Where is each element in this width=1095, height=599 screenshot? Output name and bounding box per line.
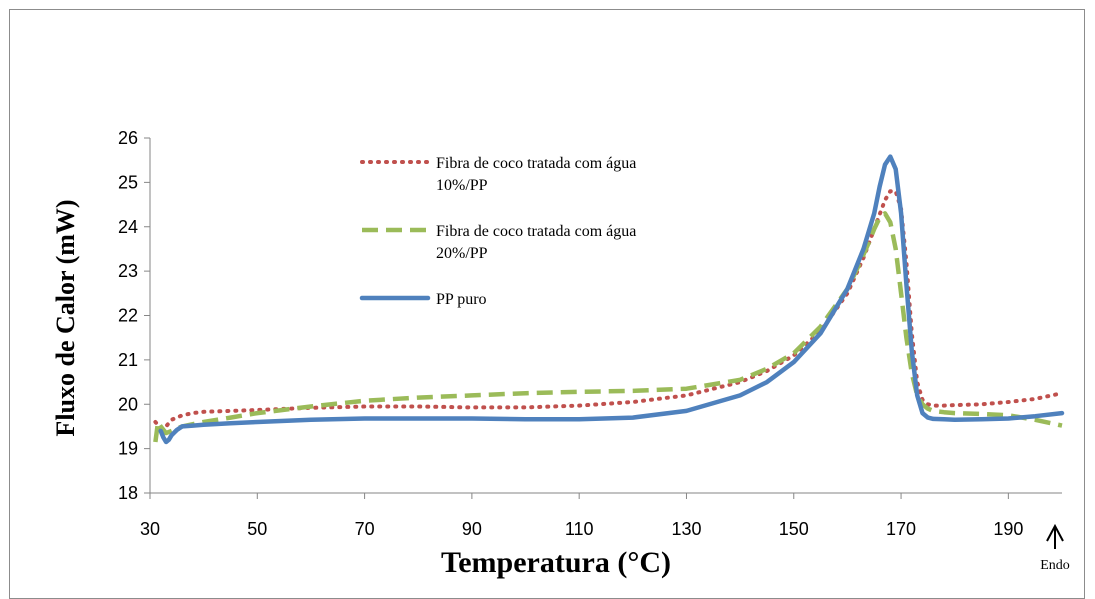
x-tick-label: 110 — [565, 519, 594, 539]
y-tick-label: 24 — [118, 217, 138, 237]
chart-frame — [9, 9, 1085, 599]
y-tick-label: 21 — [118, 350, 138, 370]
legend-label-2: 20%/PP — [436, 245, 488, 262]
endo-arrow-icon — [1046, 523, 1064, 549]
endo-annotation: Endo — [1040, 523, 1070, 573]
x-tick-label: 170 — [886, 519, 916, 539]
x-tick-label: 30 — [140, 519, 160, 539]
legend-label-1: Fibra de coco tratada com água — [436, 155, 636, 172]
legend-label-2: Fibra de coco tratada com água — [436, 223, 636, 240]
legend-label-1: 10%/PP — [436, 177, 488, 194]
x-tick-label: 90 — [462, 519, 482, 539]
y-axis-title: Fluxo de Calor (mW) — [51, 199, 80, 436]
x-ticks: 30 50 70 90 110 130 150 170 190 — [140, 493, 1023, 539]
y-tick-label: 19 — [118, 439, 138, 459]
y-tick-label: 23 — [118, 261, 138, 281]
series-line-1 — [153, 189, 1064, 431]
axes — [149, 138, 1062, 494]
y-ticks: 18 19 20 21 22 23 24 25 26 — [118, 128, 150, 503]
y-tick-label: 25 — [118, 172, 138, 192]
x-tick-label: 70 — [355, 519, 375, 539]
y-tick-label: 26 — [118, 128, 138, 148]
x-axis-title: Temperatura (°C) — [441, 546, 671, 579]
legend: Fibra de coco tratada com água 10%/PP Fibr… — [359, 155, 636, 308]
y-tick-label: 18 — [118, 483, 138, 503]
x-tick-label: 50 — [247, 519, 267, 539]
endo-label: Endo — [1040, 558, 1070, 573]
y-tick-label: 22 — [118, 306, 138, 326]
legend-label-3: PP puro — [436, 291, 487, 308]
y-tick-label: 20 — [118, 394, 138, 414]
chart: 18 19 20 21 22 23 24 25 26 30 50 70 90 110 130 150 170 1… — [51, 128, 1070, 579]
series-lines — [153, 154, 1065, 445]
x-tick-label: 190 — [993, 519, 1023, 539]
x-tick-label: 150 — [779, 519, 809, 539]
x-tick-label: 130 — [671, 519, 701, 539]
series-line-3 — [158, 154, 1065, 445]
